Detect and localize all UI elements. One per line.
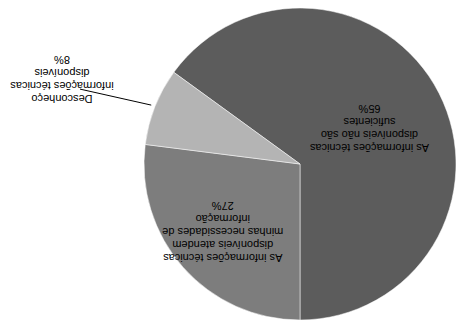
pie-slice — [144, 144, 300, 320]
data-label: 27% — [212, 200, 234, 212]
data-label: 65% — [358, 103, 380, 115]
slice-label-line: disponíveis não são — [321, 129, 418, 141]
slice-label-line: As informações técnicas — [309, 142, 429, 154]
slice-label: Desconheçoinformações técnicasdisponívei… — [10, 67, 114, 105]
pie: As informações técnicasdisponíveis não s… — [10, 8, 456, 320]
pie-slice — [145, 72, 300, 164]
slice-label-line: As informações técnicas — [163, 252, 283, 264]
slice-label-line: disponíveis atendem — [172, 239, 273, 251]
slice-label-line: suficientes — [343, 116, 395, 128]
chart: As informações técnicasdisponíveis não s… — [0, 0, 467, 328]
slice-label-line: informações técnicas — [10, 80, 114, 92]
slice-label-line: minhas necessidades de — [162, 226, 283, 238]
slice-label: As informações técnicasdisponíveis atend… — [162, 213, 283, 264]
slice-label-line: disponíveis — [34, 67, 90, 79]
rotated-chart: As informações técnicasdisponíveis não s… — [10, 8, 456, 320]
slice-label-line: informação — [196, 213, 250, 225]
slice-label: As informações técnicasdisponíveis não s… — [309, 116, 429, 154]
slice-label-line: Desconheço — [31, 93, 92, 105]
data-label: 8% — [54, 54, 70, 66]
